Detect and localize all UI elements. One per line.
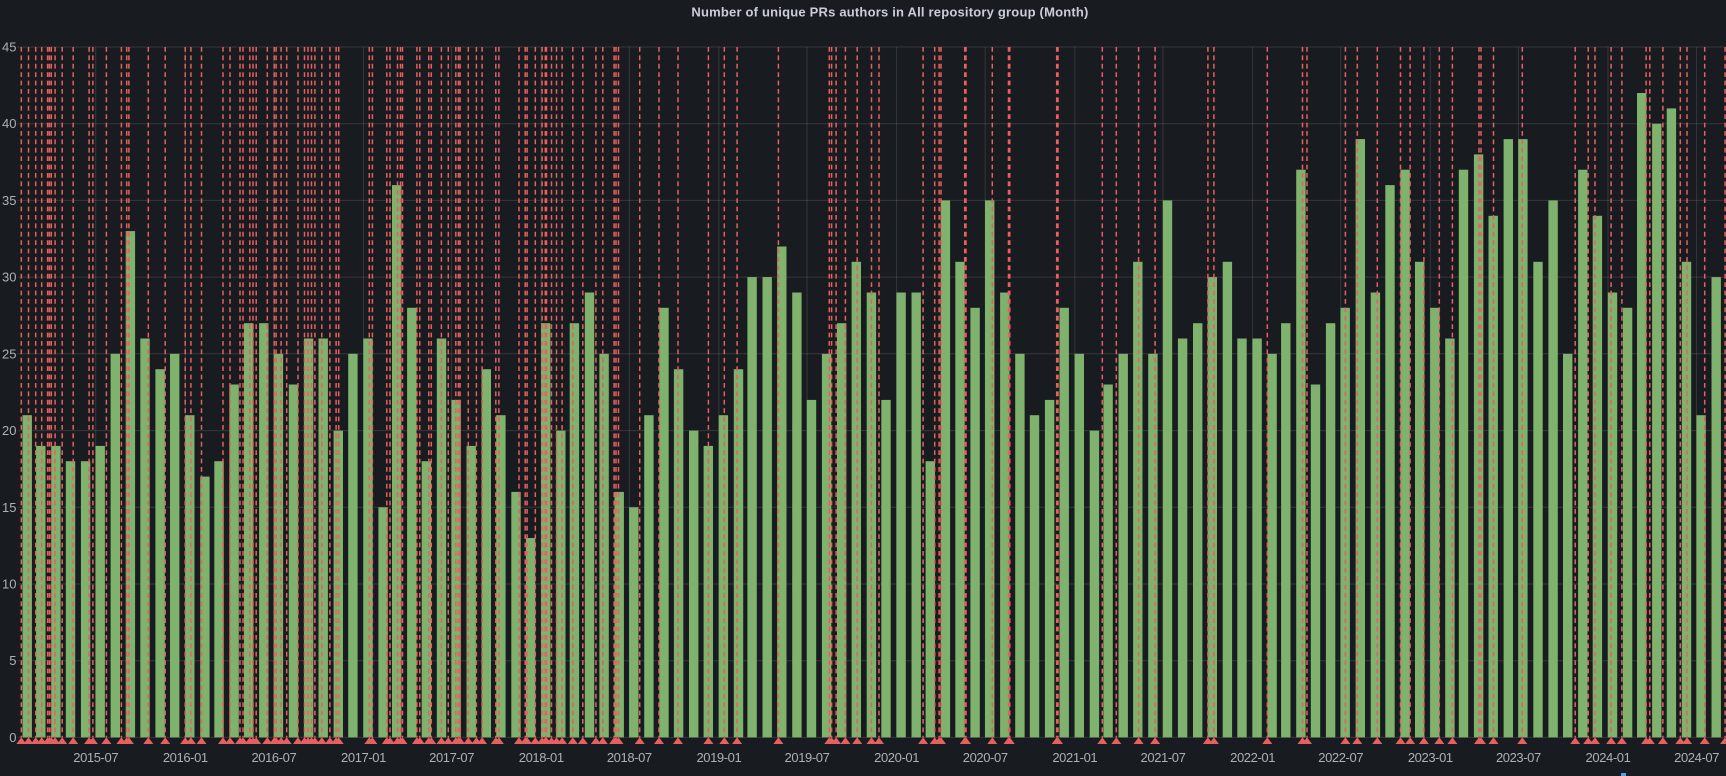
- svg-text:0: 0: [9, 730, 16, 745]
- svg-text:2017-01: 2017-01: [341, 750, 386, 765]
- svg-text:2018-07: 2018-07: [607, 750, 652, 765]
- svg-text:2021-07: 2021-07: [1141, 750, 1186, 765]
- svg-text:45: 45: [2, 40, 16, 55]
- svg-text:40: 40: [2, 116, 16, 131]
- svg-text:2023-07: 2023-07: [1496, 750, 1541, 765]
- svg-text:2015-07: 2015-07: [73, 750, 118, 765]
- svg-text:2016-07: 2016-07: [251, 750, 296, 765]
- svg-text:Number of unique PRs authors i: Number of unique PRs authors in All repo…: [691, 5, 1088, 20]
- svg-text:35: 35: [2, 193, 16, 208]
- svg-text:2022-01: 2022-01: [1230, 750, 1275, 765]
- svg-text:2021-01: 2021-01: [1052, 750, 1097, 765]
- svg-text:2024-07: 2024-07: [1674, 750, 1719, 765]
- svg-text:10: 10: [2, 577, 16, 592]
- svg-text:2019-01: 2019-01: [696, 750, 741, 765]
- svg-text:2016-01: 2016-01: [163, 750, 208, 765]
- svg-text:2017-07: 2017-07: [429, 750, 474, 765]
- svg-text:5: 5: [9, 653, 16, 668]
- svg-text:2020-01: 2020-01: [874, 750, 919, 765]
- svg-text:2024-01: 2024-01: [1586, 750, 1631, 765]
- svg-text:2018-01: 2018-01: [519, 750, 564, 765]
- svg-text:20: 20: [2, 423, 16, 438]
- svg-text:2022-07: 2022-07: [1318, 750, 1363, 765]
- svg-text:2019-07: 2019-07: [785, 750, 830, 765]
- svg-text:15: 15: [2, 500, 16, 515]
- svg-text:30: 30: [2, 270, 16, 285]
- svg-text:25: 25: [2, 346, 16, 361]
- svg-text:2023-01: 2023-01: [1408, 750, 1453, 765]
- svg-text:2020-07: 2020-07: [963, 750, 1008, 765]
